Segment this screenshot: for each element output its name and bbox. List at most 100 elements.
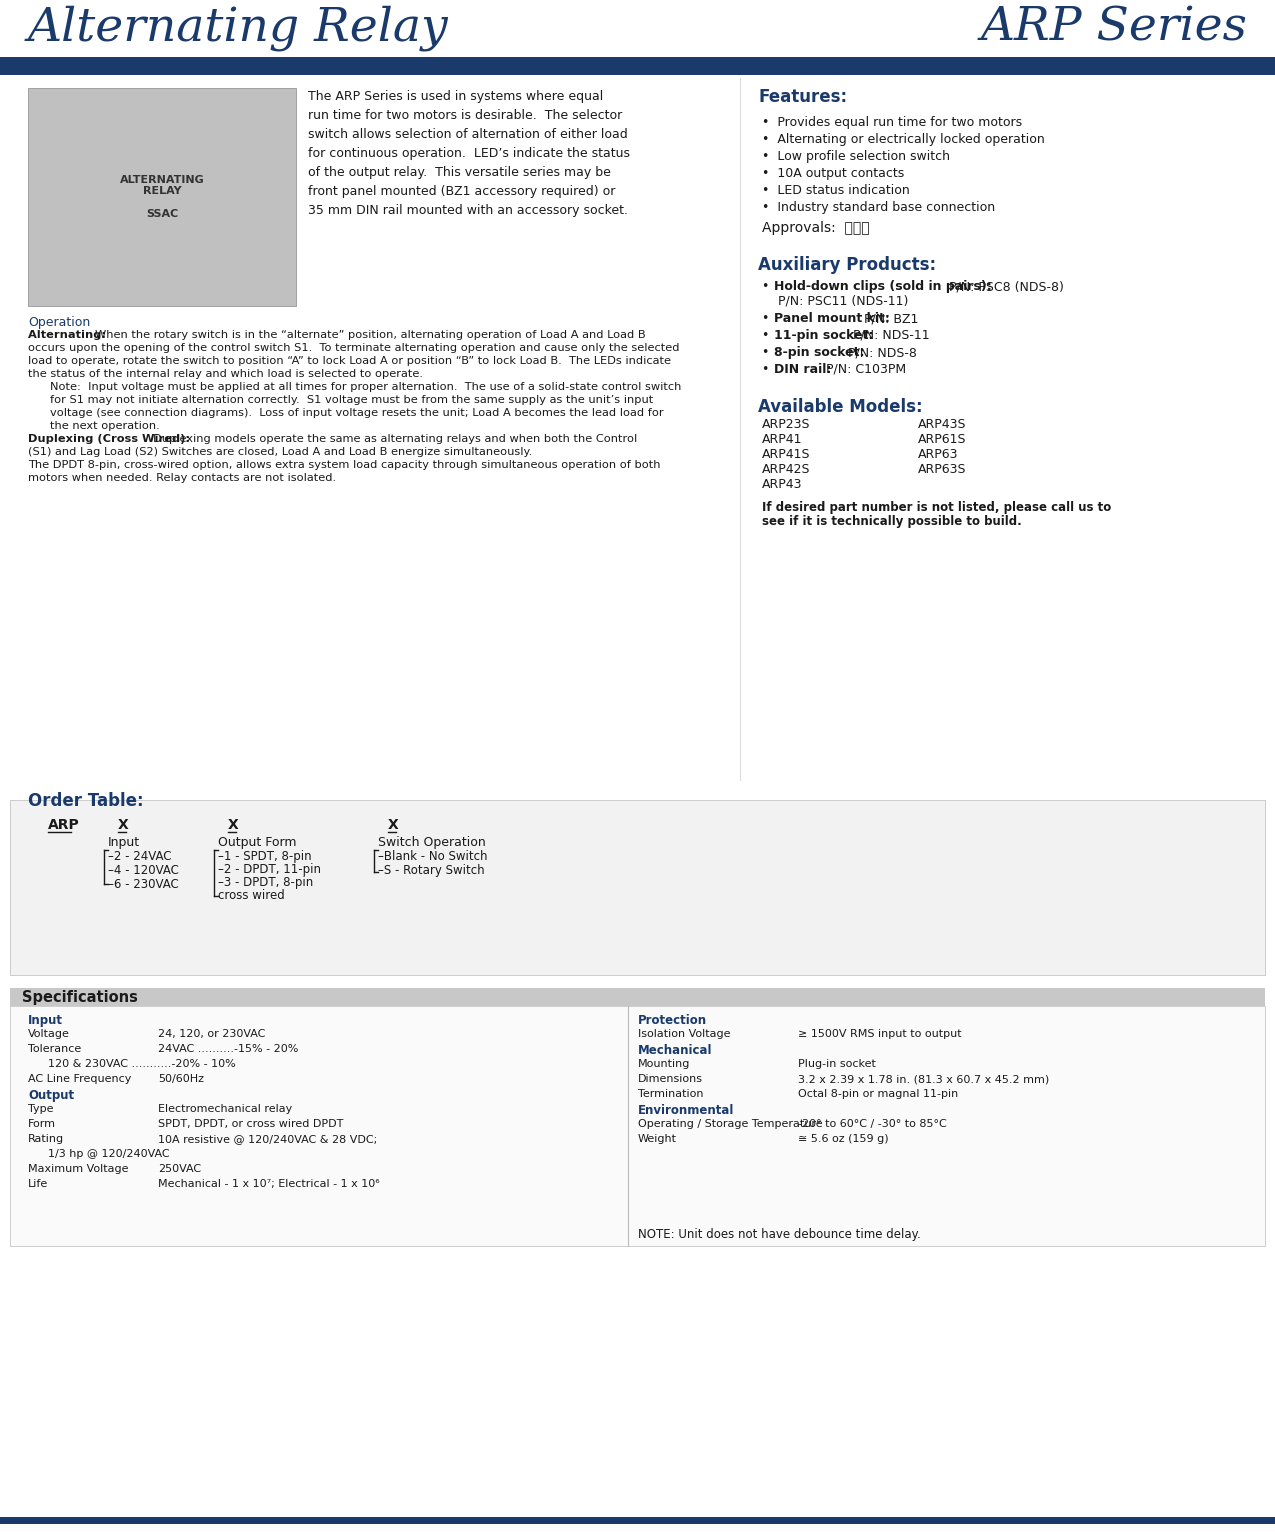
Text: ARP: ARP <box>48 818 80 831</box>
Text: -20° to 60°C / -30° to 85°C: -20° to 60°C / -30° to 85°C <box>798 1118 947 1129</box>
Text: P/N: PSC11 (NDS-11): P/N: PSC11 (NDS-11) <box>778 295 908 308</box>
Text: motors when needed. Relay contacts are not isolated.: motors when needed. Relay contacts are n… <box>28 472 337 483</box>
Text: AC Line Frequency: AC Line Frequency <box>28 1074 131 1085</box>
Text: –6 - 230VAC: –6 - 230VAC <box>108 877 179 891</box>
Text: ARP63S: ARP63S <box>918 463 966 476</box>
Text: 1/3 hp @ 120/240VAC: 1/3 hp @ 120/240VAC <box>48 1149 170 1160</box>
Text: •: • <box>762 311 778 325</box>
Text: Approvals:  ⒸⓁⓈ: Approvals: ⒸⓁⓈ <box>762 221 870 235</box>
Text: Input: Input <box>28 1014 62 1026</box>
Text: P/N: BZ1: P/N: BZ1 <box>859 311 918 325</box>
Bar <box>0 1517 1275 1523</box>
Text: Duplexing (Cross Wired):: Duplexing (Cross Wired): <box>28 434 198 443</box>
Text: DIN rail:: DIN rail: <box>774 364 831 376</box>
Text: •  10A output contacts: • 10A output contacts <box>762 167 904 179</box>
Text: •: • <box>762 347 778 359</box>
Text: ARP23S: ARP23S <box>762 417 811 431</box>
Text: •: • <box>762 364 778 376</box>
Text: If desired part number is not listed, please call us to: If desired part number is not listed, pl… <box>762 502 1112 514</box>
Bar <box>10 801 1265 976</box>
Text: NOTE: Unit does not have debounce time delay.: NOTE: Unit does not have debounce time d… <box>638 1229 921 1241</box>
Text: 24VAC ..........-15% - 20%: 24VAC ..........-15% - 20% <box>158 1045 298 1054</box>
Text: voltage (see connection diagrams).  Loss of input voltage resets the unit; Load : voltage (see connection diagrams). Loss … <box>50 408 663 417</box>
Text: ARP41: ARP41 <box>762 433 802 446</box>
Text: Maximum Voltage: Maximum Voltage <box>28 1164 129 1174</box>
Text: (S1) and Lag Load (S2) Switches are closed, Load A and Load B energize simultane: (S1) and Lag Load (S2) Switches are clos… <box>28 446 532 457</box>
Text: ARP42S: ARP42S <box>762 463 811 476</box>
Text: X: X <box>119 818 129 831</box>
Text: 10A resistive @ 120/240VAC & 28 VDC;: 10A resistive @ 120/240VAC & 28 VDC; <box>158 1134 377 1144</box>
Text: P/N: PSC8 (NDS-8): P/N: PSC8 (NDS-8) <box>945 281 1065 293</box>
Bar <box>0 57 1275 75</box>
Text: Features:: Features: <box>759 87 847 106</box>
Text: Weight: Weight <box>638 1134 677 1144</box>
Text: Duplexing models operate the same as alternating relays and when both the Contro: Duplexing models operate the same as alt… <box>153 434 638 443</box>
Text: X: X <box>228 818 238 831</box>
Text: SPDT, DPDT, or cross wired DPDT: SPDT, DPDT, or cross wired DPDT <box>158 1118 343 1129</box>
Text: Auxiliary Products:: Auxiliary Products: <box>759 256 936 275</box>
Text: 50/60Hz: 50/60Hz <box>158 1074 204 1085</box>
Text: ARP43: ARP43 <box>762 479 802 491</box>
Text: –1 - SPDT, 8-pin: –1 - SPDT, 8-pin <box>218 850 311 864</box>
Text: Mechanical: Mechanical <box>638 1045 713 1057</box>
Text: 250VAC: 250VAC <box>158 1164 201 1174</box>
Text: –Blank - No Switch: –Blank - No Switch <box>377 850 487 864</box>
Text: see if it is technically possible to build.: see if it is technically possible to bui… <box>762 515 1021 528</box>
Text: –S - Rotary Switch: –S - Rotary Switch <box>377 864 484 877</box>
Text: Mechanical - 1 x 10⁷; Electrical - 1 x 10⁶: Mechanical - 1 x 10⁷; Electrical - 1 x 1… <box>158 1180 380 1189</box>
Text: When the rotary switch is in the “alternate” position, alternating operation of : When the rotary switch is in the “altern… <box>96 330 646 341</box>
Text: Electromechanical relay: Electromechanical relay <box>158 1104 292 1114</box>
Bar <box>28 87 296 305</box>
Text: –4 - 120VAC: –4 - 120VAC <box>108 864 179 877</box>
Text: 120 & 230VAC ...........-20% - 10%: 120 & 230VAC ...........-20% - 10% <box>48 1058 236 1069</box>
Text: ARP43S: ARP43S <box>918 417 966 431</box>
Text: the status of the internal relay and which load is selected to operate.: the status of the internal relay and whi… <box>28 370 423 379</box>
Text: Rating: Rating <box>28 1134 64 1144</box>
Text: ARP61S: ARP61S <box>918 433 966 446</box>
Text: Tolerance: Tolerance <box>28 1045 82 1054</box>
Text: load to operate, rotate the switch to position “A” to lock Load A or position “B: load to operate, rotate the switch to po… <box>28 356 671 367</box>
Text: ARP41S: ARP41S <box>762 448 811 462</box>
Text: Input: Input <box>108 836 140 848</box>
Text: Panel mount kit:: Panel mount kit: <box>774 311 890 325</box>
Text: The DPDT 8-pin, cross-wired option, allows extra system load capacity through si: The DPDT 8-pin, cross-wired option, allo… <box>28 460 660 469</box>
Text: Plug-in socket: Plug-in socket <box>798 1058 876 1069</box>
Text: Termination: Termination <box>638 1089 704 1098</box>
Text: Isolation Voltage: Isolation Voltage <box>638 1029 731 1039</box>
Text: •  Provides equal run time for two motors: • Provides equal run time for two motors <box>762 117 1023 129</box>
Bar <box>10 988 1265 1006</box>
Text: Operating / Storage Temperature: Operating / Storage Temperature <box>638 1118 822 1129</box>
Text: 3.2 x 2.39 x 1.78 in. (81.3 x 60.7 x 45.2 mm): 3.2 x 2.39 x 1.78 in. (81.3 x 60.7 x 45.… <box>798 1074 1049 1085</box>
Text: Note:  Input voltage must be applied at all times for proper alternation.  The u: Note: Input voltage must be applied at a… <box>50 382 681 393</box>
Text: P/N: NDS-11: P/N: NDS-11 <box>849 328 929 342</box>
Text: Dimensions: Dimensions <box>638 1074 703 1085</box>
Text: Available Models:: Available Models: <box>759 397 923 416</box>
Text: ≥ 1500V RMS input to output: ≥ 1500V RMS input to output <box>798 1029 961 1039</box>
Bar <box>10 1006 1265 1246</box>
Text: ARP63: ARP63 <box>918 448 959 462</box>
Text: –2 - DPDT, 11-pin: –2 - DPDT, 11-pin <box>218 864 321 876</box>
Text: X: X <box>388 818 399 831</box>
Text: Specifications: Specifications <box>22 989 138 1005</box>
Text: 8-pin socket:: 8-pin socket: <box>774 347 864 359</box>
Text: ARP Series: ARP Series <box>980 5 1247 51</box>
Text: the next operation.: the next operation. <box>50 420 159 431</box>
Text: Output: Output <box>28 1089 74 1101</box>
Text: –3 - DPDT, 8-pin: –3 - DPDT, 8-pin <box>218 876 314 890</box>
Text: Voltage: Voltage <box>28 1029 70 1039</box>
Text: •  Industry standard base connection: • Industry standard base connection <box>762 201 994 215</box>
Text: Protection: Protection <box>638 1014 708 1026</box>
Text: 24, 120, or 230VAC: 24, 120, or 230VAC <box>158 1029 265 1039</box>
Text: Mounting: Mounting <box>638 1058 690 1069</box>
Text: •: • <box>762 281 778 293</box>
Text: occurs upon the opening of the control switch S1.  To terminate alternating oper: occurs upon the opening of the control s… <box>28 344 680 353</box>
Text: Alternating:: Alternating: <box>28 330 113 341</box>
Text: –2 - 24VAC: –2 - 24VAC <box>108 850 172 864</box>
Text: 11-pin socket:: 11-pin socket: <box>774 328 873 342</box>
Text: Environmental: Environmental <box>638 1104 734 1117</box>
Text: The ARP Series is used in systems where equal
run time for two motors is desirab: The ARP Series is used in systems where … <box>309 91 630 216</box>
Text: •  Low profile selection switch: • Low profile selection switch <box>762 150 950 163</box>
Text: Operation: Operation <box>28 316 91 328</box>
Text: Switch Operation: Switch Operation <box>377 836 486 848</box>
Text: Octal 8-pin or magnal 11-pin: Octal 8-pin or magnal 11-pin <box>798 1089 959 1098</box>
